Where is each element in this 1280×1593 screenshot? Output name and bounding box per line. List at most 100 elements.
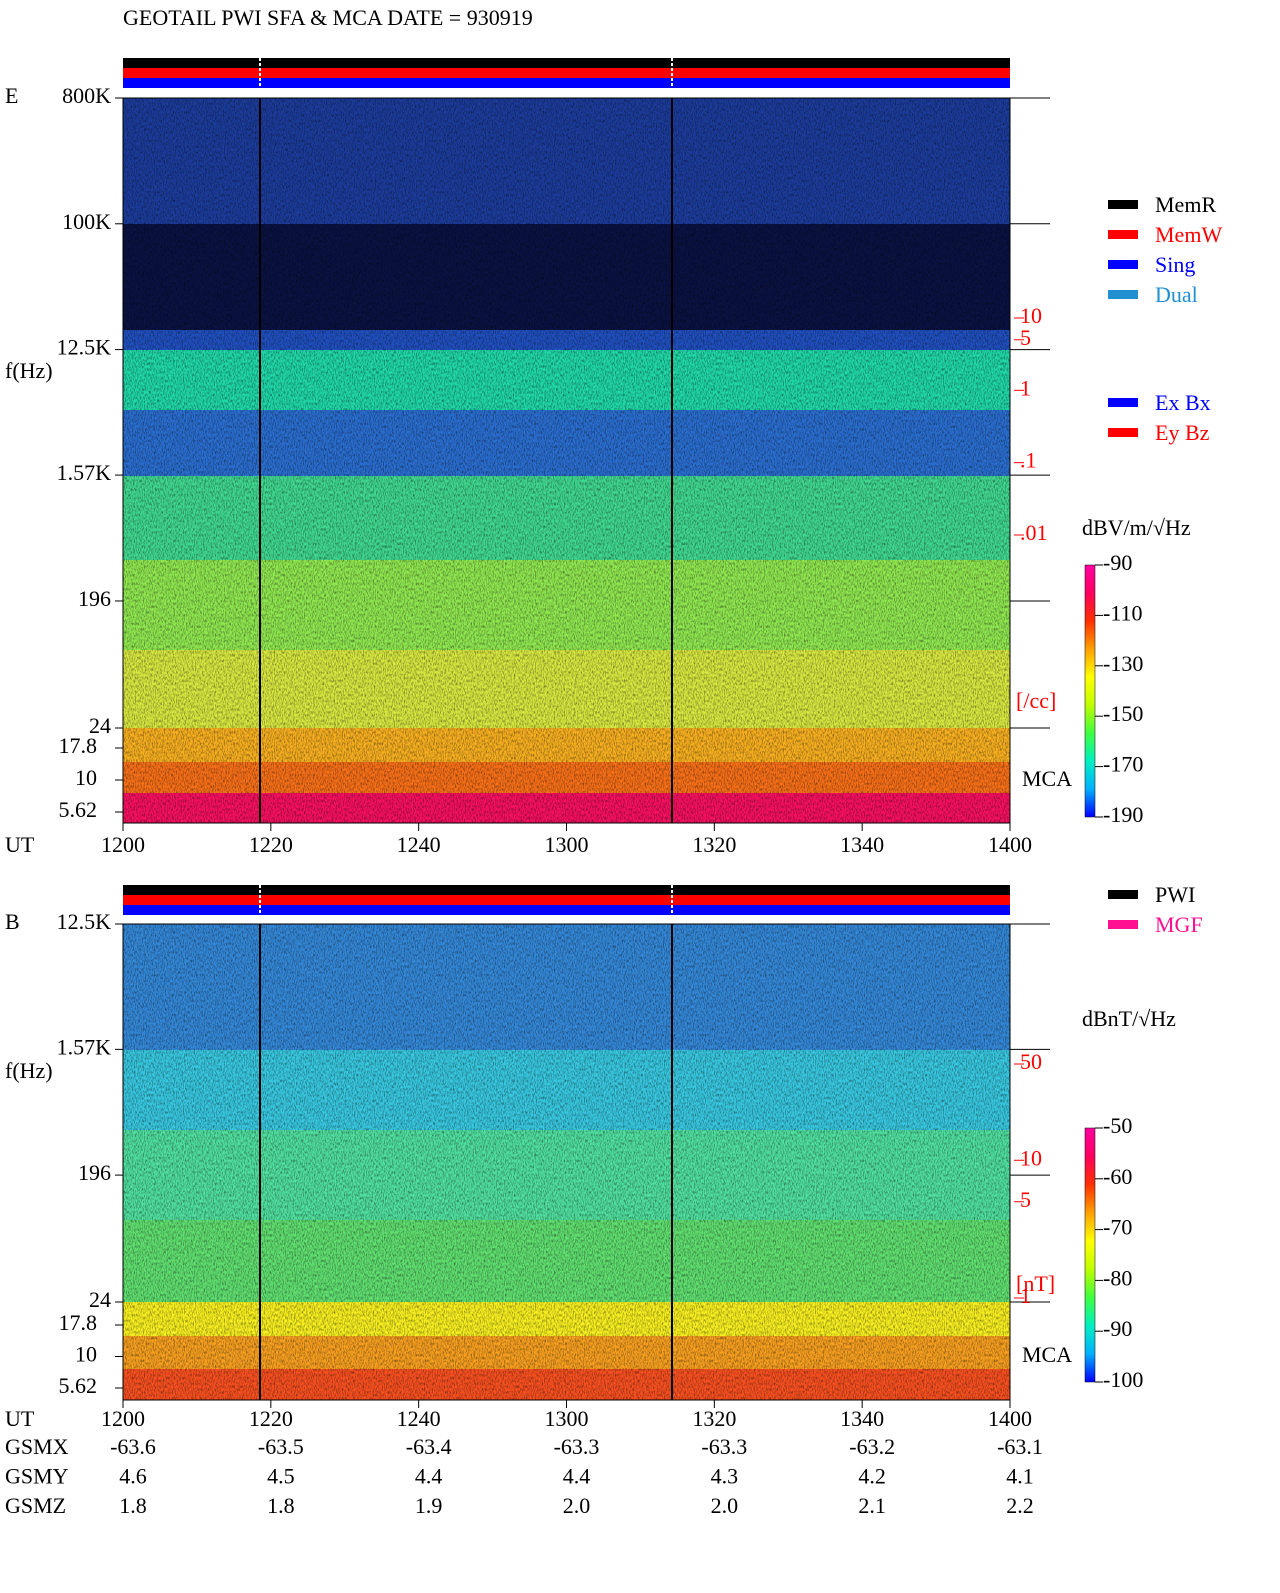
legend-label: Sing [1155, 252, 1195, 277]
colorbar-label: dBnT/√Hz [1082, 1006, 1176, 1031]
colorbar-tick-label: -130 [1103, 651, 1143, 676]
spectrogram-texture [123, 1302, 1010, 1336]
legend-swatch [1108, 920, 1138, 929]
y2-axis-label: [nT] [1016, 1271, 1055, 1296]
y2-tick-label: 1 [1020, 1283, 1031, 1308]
legend-swatch [1108, 290, 1138, 299]
colorbar [1084, 1127, 1096, 1383]
x-axis-label: UT [5, 1406, 35, 1431]
colorbar-tick-label: -50 [1103, 1113, 1132, 1138]
spectrogram-texture [123, 476, 1010, 560]
orbit-value: -63.5 [258, 1434, 304, 1459]
x-tick-label: 1320 [692, 1406, 736, 1431]
panel-label: E [5, 83, 18, 108]
x-tick-label: 1240 [397, 1406, 441, 1431]
spectrogram-texture [123, 350, 1010, 410]
orbit-row-label: GSMZ [5, 1493, 66, 1518]
x-tick-label: 1220 [249, 832, 293, 857]
orbit-value: -63.6 [110, 1434, 156, 1459]
orbit-row-label: GSMY [5, 1464, 69, 1489]
spectrogram-texture [123, 650, 1010, 728]
y-tick-label: 24 [89, 713, 111, 738]
y-tick-label: 100K [62, 209, 111, 234]
legend-label: Dual [1155, 282, 1198, 307]
orbit-value: 2.0 [711, 1493, 739, 1518]
orbit-value: 4.2 [858, 1464, 886, 1489]
title: GEOTAIL PWI SFA & MCA DATE = 930919 [123, 5, 533, 30]
colorbar-tick-label: -150 [1103, 701, 1143, 726]
spectrogram-texture [123, 1220, 1010, 1302]
x-tick-label: 1320 [692, 832, 736, 857]
mca-tick-label: 17.8 [59, 1310, 98, 1335]
colorbar-tick-label: -70 [1103, 1215, 1132, 1240]
status-bar [123, 905, 1010, 915]
legend-swatch [1108, 260, 1138, 269]
mca-label: MCA [1022, 766, 1072, 791]
orbit-value: 2.1 [858, 1493, 886, 1518]
y2-tick-label: .1 [1020, 448, 1037, 473]
status-bar [123, 58, 1010, 68]
orbit-value: 1.9 [415, 1493, 443, 1518]
legend-label: MemR [1155, 192, 1216, 217]
orbit-value: -63.3 [554, 1434, 600, 1459]
y2-tick-label: 5 [1020, 1187, 1031, 1212]
mca-tick-label: 10 [75, 765, 97, 790]
colorbar-tick-label: -110 [1103, 600, 1143, 625]
y-tick-label: 12.5K [57, 909, 112, 934]
orbit-value: -63.2 [849, 1434, 895, 1459]
y-axis-label: f(Hz) [5, 1058, 53, 1083]
orbit-value: 1.8 [267, 1493, 295, 1518]
x-tick-label: 1200 [101, 1406, 145, 1431]
spectrogram-texture [123, 762, 1010, 793]
colorbar-tick-label: -90 [1103, 1316, 1132, 1341]
colorbar-tick-label: -190 [1103, 802, 1143, 827]
status-bar [123, 78, 1010, 88]
legend-swatch [1108, 398, 1138, 407]
spectrogram-texture [123, 330, 1010, 350]
colorbar-tick-label: -170 [1103, 752, 1143, 777]
y2-tick-label: .01 [1020, 520, 1048, 545]
x-tick-label: 1340 [840, 832, 884, 857]
y-tick-label: 12.5K [57, 335, 112, 360]
y2-tick-label: 50 [1020, 1049, 1042, 1074]
spectrogram-texture [123, 728, 1010, 762]
colorbar-tick-label: -100 [1103, 1367, 1143, 1392]
y2-tick-label: 10 [1020, 1145, 1042, 1170]
orbit-value: 4.5 [267, 1464, 295, 1489]
y-tick-label: 24 [89, 1287, 111, 1312]
spectrogram-texture [123, 410, 1010, 476]
orbit-value: 2.0 [563, 1493, 591, 1518]
mca-tick-label: 5.62 [59, 797, 98, 822]
legend-swatch [1108, 230, 1138, 239]
x-tick-label: 1220 [249, 1406, 293, 1431]
y-tick-label: 196 [78, 586, 111, 611]
colorbar-label: dBV/m/√Hz [1082, 515, 1191, 540]
spectrogram-texture [123, 98, 1010, 224]
spectrogram-texture [123, 224, 1010, 330]
orbit-value: 1.8 [119, 1493, 147, 1518]
spectrogram-texture [123, 560, 1010, 650]
y-tick-label: 1.57K [57, 1034, 112, 1059]
y-tick-label: 1.57K [57, 460, 112, 485]
legend-label: Ex Bx [1155, 390, 1211, 415]
status-bar [123, 895, 1010, 905]
y-tick-label: 800K [62, 83, 111, 108]
mca-tick-label: 17.8 [59, 733, 98, 758]
y2-tick-label: 5 [1020, 325, 1031, 350]
mca-tick-label: 10 [75, 1342, 97, 1367]
x-tick-label: 1300 [545, 1406, 589, 1431]
mca-label: MCA [1022, 1342, 1072, 1367]
legend-swatch [1108, 428, 1138, 437]
mca-tick-label: 5.62 [59, 1373, 98, 1398]
legend-label: Ey Bz [1155, 420, 1210, 445]
orbit-value: 4.4 [415, 1464, 443, 1489]
orbit-value: 2.2 [1006, 1493, 1034, 1518]
legend-label: MGF [1155, 912, 1203, 937]
x-tick-label: 1200 [101, 832, 145, 857]
y2-tick-label: 10 [1020, 303, 1042, 328]
orbit-value: -63.4 [406, 1434, 452, 1459]
orbit-value: 4.4 [563, 1464, 591, 1489]
colorbar [1084, 564, 1096, 818]
status-bar [123, 885, 1010, 895]
